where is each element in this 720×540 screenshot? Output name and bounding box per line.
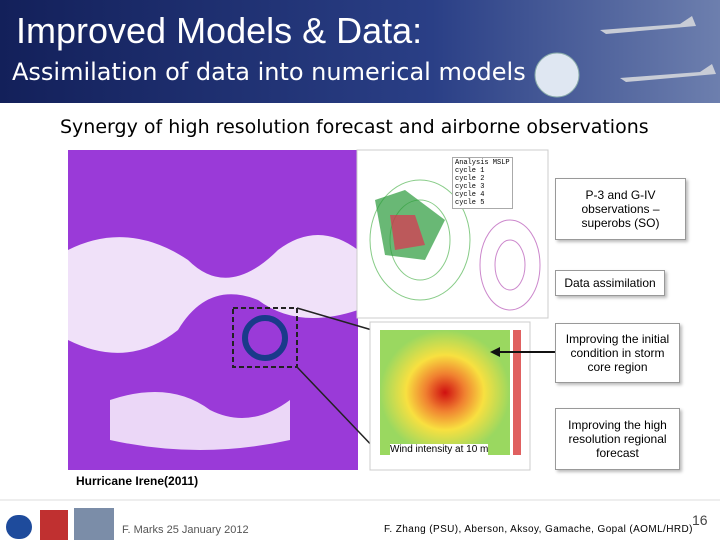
legend-entry: cycle 4 xyxy=(455,191,485,199)
subheading: Synergy of high resolution forecast and … xyxy=(60,116,649,138)
logo xyxy=(40,510,68,540)
legend: Analysis MSLP cycle 1 cycle 2 cycle 3 cy… xyxy=(452,157,513,209)
legend-entry: cycle 2 xyxy=(455,175,485,183)
wind-label: Wind intensity at 10 m xyxy=(390,444,489,455)
page-number: 16 xyxy=(692,512,708,528)
subtitle: Assimilation of data into numerical mode… xyxy=(12,58,526,86)
zoom-line xyxy=(296,307,373,331)
noaa-logo xyxy=(6,515,32,539)
title: Improved Models & Data: xyxy=(16,10,423,51)
callout: P-3 and G-IV observations – superobs (SO… xyxy=(555,178,686,240)
map-land xyxy=(110,392,290,450)
wind-field xyxy=(380,330,510,455)
obs-points xyxy=(390,215,425,250)
callout: Improving the high resolution regional f… xyxy=(555,408,680,470)
callout: Data assimilation xyxy=(555,270,665,296)
callout: Improving the initial condition in storm… xyxy=(555,323,680,383)
arrow-head xyxy=(490,347,500,357)
aircraft xyxy=(600,16,716,82)
header-band xyxy=(0,0,720,103)
footer-credits: F. Zhang (PSU), Aberson, Aksoy, Gamache,… xyxy=(384,524,693,535)
map-land xyxy=(68,235,358,353)
logo xyxy=(74,508,114,540)
legend-entry: cycle 3 xyxy=(455,183,485,191)
obs-contours xyxy=(369,179,541,311)
zoom-line xyxy=(296,366,379,453)
footer-author: F. Marks 25 January 2012 xyxy=(122,524,249,536)
zoom-box xyxy=(232,307,298,368)
storm-swirl xyxy=(242,315,288,361)
legend-entry: cycle 5 xyxy=(455,199,485,207)
legend-entry: cycle 1 xyxy=(455,167,485,175)
legend-entry: Analysis MSLP xyxy=(455,159,510,167)
hurricane-logo xyxy=(534,52,580,98)
colorbar xyxy=(513,330,521,455)
caption: Hurricane Irene(2011) xyxy=(76,474,199,488)
